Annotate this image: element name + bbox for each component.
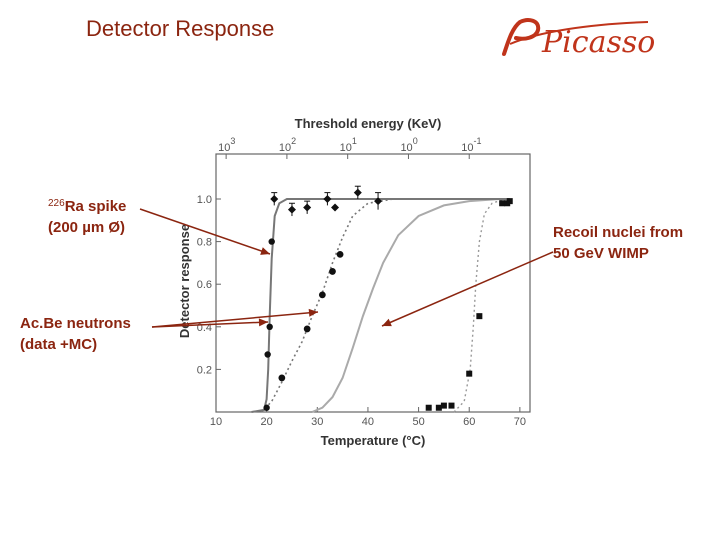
- wimp-data-point: [499, 200, 506, 207]
- x-tick-label: 30: [311, 416, 323, 428]
- ra-isotope-mass: 226: [48, 198, 65, 209]
- slide-title: Detector Response: [86, 16, 275, 41]
- arrow-to-acbe-curve-2-head: [258, 318, 268, 327]
- annotation-ra-spike: 226Ra spike (200 µm Ø): [48, 193, 126, 238]
- x-tick-label: 50: [412, 416, 424, 428]
- top-tick-label: 101: [340, 136, 357, 154]
- arrow-to-wimp-curve-head: [382, 318, 392, 327]
- arrow-to-acbe-curve-1-head: [308, 308, 318, 317]
- top-tick-label: 103: [218, 136, 235, 154]
- x-tick-label: 20: [261, 416, 273, 428]
- wimp-data-point: [466, 370, 473, 377]
- radium-data-point: [374, 197, 383, 206]
- plot-frame: [215, 153, 531, 413]
- x-tick-label: 10: [210, 416, 222, 428]
- arrow-to-radium-curve-head: [260, 247, 270, 255]
- acbe-label: Ac.Be neutrons: [20, 315, 131, 332]
- ra-size-label: (200 µm Ø): [48, 219, 125, 236]
- arrow-to-acbe-curve-1: [151, 311, 319, 328]
- wimp-expected-curve: [311, 198, 510, 413]
- y-tick-label: 0.8: [197, 237, 212, 249]
- picasso-logo: Picasso: [502, 18, 655, 60]
- top-tick-label: 10-1: [461, 136, 481, 154]
- wimp-data-point: [476, 313, 483, 320]
- wimp-data-point: [435, 404, 442, 411]
- radium-data-point: [266, 323, 273, 330]
- radium-data-point: [303, 203, 312, 212]
- radium-data-point: [268, 238, 275, 245]
- wimp-data-point: [440, 402, 447, 409]
- y-tick-label: 1.0: [197, 194, 212, 206]
- radium-data-point: [264, 351, 271, 358]
- x-tick-label: 70: [514, 416, 526, 428]
- x-tick-label: 60: [463, 416, 475, 428]
- top-axis-title: Threshold energy (KeV): [295, 116, 442, 131]
- x-axis-title: Temperature (°C): [321, 433, 426, 448]
- acbe-data-point: [278, 374, 286, 382]
- acbe-data-point: [318, 291, 326, 299]
- y-tick-label: 0.2: [197, 364, 212, 376]
- acbe-sublabel: (data +MC): [20, 336, 98, 353]
- radium-fit-curve: [251, 198, 510, 413]
- acbe-data-point: [329, 268, 336, 275]
- radium-data-point: [323, 195, 332, 203]
- wimp-data-point: [506, 198, 513, 205]
- ra-label: Ra spike: [64, 198, 127, 215]
- wimp-dotted-curve: [453, 198, 505, 413]
- radium-data-point: [263, 404, 270, 411]
- arrow-to-acbe-curve-2: [151, 321, 269, 328]
- x-tick-label: 40: [362, 416, 374, 428]
- svg-text:Picasso: Picasso: [541, 25, 655, 60]
- wimp-data-point: [448, 402, 455, 409]
- y-axis-title: Detector response: [177, 224, 192, 338]
- radium-data-point: [270, 195, 279, 203]
- radium-data-point: [287, 205, 296, 214]
- wimp-data-point: [425, 404, 432, 411]
- top-tick-label: 100: [400, 136, 417, 154]
- wimp-label: Recoil nuclei from: [553, 224, 684, 241]
- top-tick-label: 102: [279, 136, 296, 154]
- y-tick-label: 0.6: [197, 279, 212, 291]
- radium-data-point: [353, 188, 362, 197]
- acbe-data-point: [303, 325, 311, 333]
- arrow-to-wimp-curve: [381, 251, 554, 327]
- acbe-data-point: [336, 250, 344, 258]
- radium-data-point: [331, 203, 340, 212]
- y-tick-label: 0.4: [197, 322, 212, 334]
- arrow-to-radium-curve: [139, 208, 271, 255]
- annotation-acbe-neutrons: Ac.Be neutrons (data +MC): [20, 313, 131, 355]
- annotation-wimp-recoil: Recoil nuclei from 50 GeV WIMP: [553, 222, 683, 264]
- wimp-sublabel: 50 GeV WIMP: [553, 245, 649, 262]
- acbe-monte-carlo-curve: [261, 198, 470, 413]
